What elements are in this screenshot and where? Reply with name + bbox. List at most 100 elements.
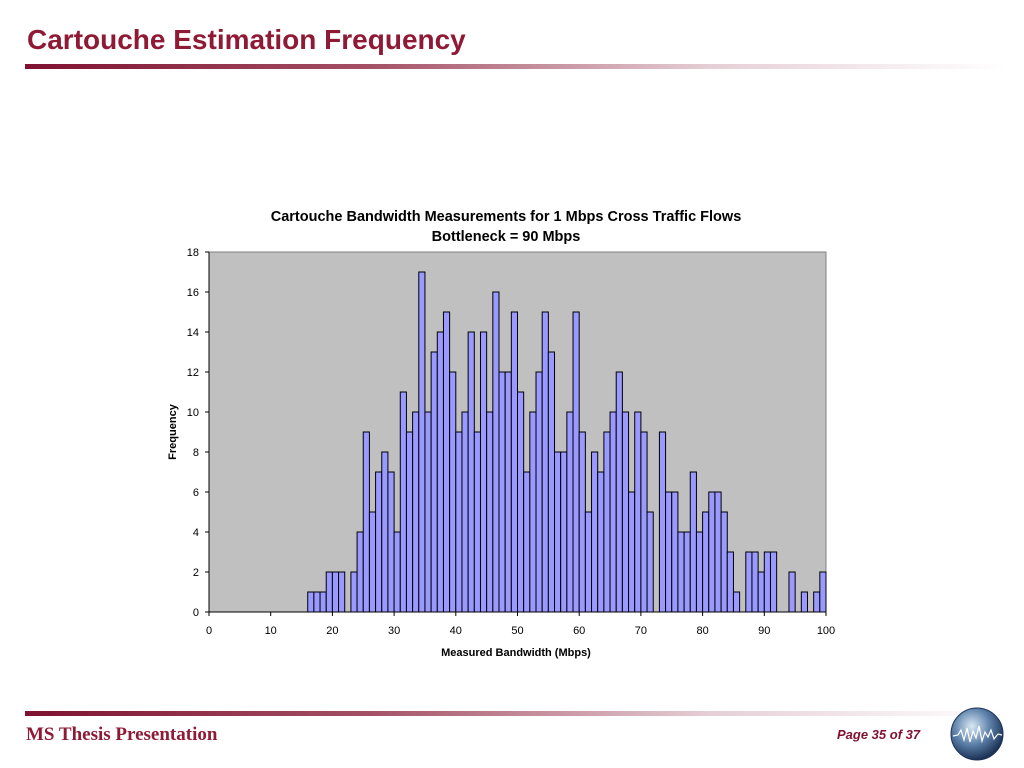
histogram-bar xyxy=(535,371,543,613)
slide-title: Cartouche Estimation Frequency xyxy=(27,24,466,55)
x-tick-label: 100 xyxy=(817,625,835,637)
histogram-bar xyxy=(572,311,580,613)
histogram-bar xyxy=(615,371,623,613)
histogram-bar xyxy=(541,311,549,613)
y-tick-label: 4 xyxy=(193,527,199,539)
y-tick-label: 0 xyxy=(193,607,199,619)
histogram-bar xyxy=(646,511,654,613)
x-axis-ticks: 0 10 20 30 40 50 60 70 80 90 100 xyxy=(206,612,835,637)
footer-divider xyxy=(25,711,1005,716)
histogram-bar xyxy=(418,271,426,613)
histogram-bar xyxy=(584,511,593,613)
histogram-bar xyxy=(325,571,333,613)
histogram-bar xyxy=(708,491,716,613)
histogram-bar xyxy=(436,331,444,613)
y-tick-label: 8 xyxy=(193,447,199,459)
histogram-bar xyxy=(597,471,605,613)
histogram-bar xyxy=(399,391,407,613)
x-tick-label: 10 xyxy=(265,625,277,637)
histogram-bar xyxy=(467,331,475,613)
histogram-bar xyxy=(350,571,358,613)
histogram-bar xyxy=(702,511,710,613)
histogram-bar xyxy=(492,291,500,613)
histogram-bar xyxy=(338,571,346,613)
y-tick-label: 14 xyxy=(187,327,199,339)
x-tick-label: 80 xyxy=(696,625,708,637)
histogram-bar xyxy=(442,311,451,613)
histogram-bar xyxy=(640,431,648,613)
histogram-bar xyxy=(393,531,401,613)
histogram-bar xyxy=(763,551,771,613)
histogram-bar xyxy=(479,331,488,613)
histogram-bar xyxy=(726,551,734,613)
histogram-bar xyxy=(665,491,673,613)
histogram-bar xyxy=(461,411,469,613)
histogram-bar xyxy=(566,411,574,613)
histogram-bar xyxy=(732,591,741,613)
bar-series xyxy=(307,271,827,613)
histogram-bar xyxy=(405,431,414,613)
histogram-bar xyxy=(455,431,463,613)
histogram-bar xyxy=(751,551,759,613)
x-tick-label: 20 xyxy=(326,625,338,637)
histogram-bar xyxy=(387,471,395,613)
y-tick-label: 10 xyxy=(187,407,199,419)
histogram-bar xyxy=(560,451,568,613)
title-divider xyxy=(25,64,1005,69)
histogram-bar xyxy=(504,371,512,613)
histogram-bar xyxy=(381,451,389,613)
y-tick-label: 2 xyxy=(193,567,199,579)
histogram-bar xyxy=(473,431,481,613)
y-tick-label: 18 xyxy=(187,247,199,259)
histogram-bar xyxy=(356,531,364,613)
histogram-bar xyxy=(628,491,636,613)
x-tick-label: 70 xyxy=(635,625,647,637)
histogram-bar xyxy=(547,351,556,613)
x-axis-label: Measured Bandwidth (Mbps) xyxy=(441,647,591,659)
chart-title: Cartouche Bandwidth Measurements for 1 M… xyxy=(271,209,742,225)
y-tick-label: 16 xyxy=(187,287,199,299)
histogram-bar xyxy=(307,591,315,613)
histogram-bar xyxy=(757,571,765,613)
y-axis-ticks: 0 2 4 6 8 10 12 14 16 18 xyxy=(187,247,209,619)
histogram-bar xyxy=(375,471,383,613)
histogram-bar xyxy=(621,411,630,613)
histogram-bar xyxy=(689,471,697,613)
x-tick-label: 90 xyxy=(758,625,770,637)
y-tick-label: 6 xyxy=(193,487,199,499)
histogram-bar xyxy=(449,371,457,613)
x-tick-label: 0 xyxy=(206,625,212,637)
histogram-bar xyxy=(800,591,808,613)
histogram-bar xyxy=(319,591,327,613)
histogram-bar xyxy=(603,431,611,613)
histogram-bar xyxy=(813,591,821,613)
histogram-bar xyxy=(368,511,377,613)
histogram-bar xyxy=(720,511,728,613)
histogram-bar xyxy=(591,451,599,613)
histogram-bar xyxy=(634,411,642,613)
histogram-bar xyxy=(554,451,562,613)
histogram-bar xyxy=(523,471,531,613)
histogram-bar xyxy=(671,491,679,613)
x-tick-label: 40 xyxy=(450,625,462,637)
y-axis-label: Frequency xyxy=(167,403,179,460)
chart-subtitle: Bottleneck = 90 Mbps xyxy=(432,229,581,245)
histogram-bar xyxy=(609,411,617,613)
histogram-bar xyxy=(714,491,722,613)
histogram-bar xyxy=(658,431,667,613)
x-tick-label: 30 xyxy=(388,625,400,637)
histogram-bar xyxy=(769,551,778,613)
histogram-bar xyxy=(695,531,704,613)
histogram-bar xyxy=(517,391,525,613)
histogram-bar xyxy=(745,551,753,613)
y-tick-label: 12 xyxy=(187,367,199,379)
x-tick-label: 60 xyxy=(573,625,585,637)
histogram-bar xyxy=(362,431,370,613)
histogram-bar xyxy=(331,571,340,613)
x-tick-label: 50 xyxy=(511,625,523,637)
histogram-bar xyxy=(486,411,494,613)
institute-logo-icon xyxy=(950,707,1004,761)
histogram-bar xyxy=(510,311,518,613)
page-number: Page 35 of 37 xyxy=(837,727,921,742)
